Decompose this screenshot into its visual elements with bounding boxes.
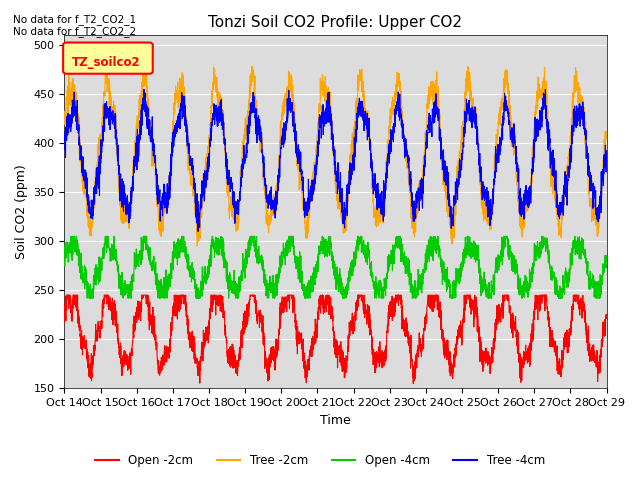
Text: TZ_soilco2: TZ_soilco2: [72, 56, 140, 69]
Y-axis label: Soil CO2 (ppm): Soil CO2 (ppm): [15, 165, 28, 259]
Text: No data for f_T2_CO2_2: No data for f_T2_CO2_2: [13, 26, 136, 37]
Legend: Open -2cm, Tree -2cm, Open -4cm, Tree -4cm: Open -2cm, Tree -2cm, Open -4cm, Tree -4…: [90, 449, 550, 472]
Title: Tonzi Soil CO2 Profile: Upper CO2: Tonzi Soil CO2 Profile: Upper CO2: [209, 15, 463, 30]
X-axis label: Time: Time: [320, 414, 351, 427]
Text: No data for f_T2_CO2_1: No data for f_T2_CO2_1: [13, 13, 136, 24]
